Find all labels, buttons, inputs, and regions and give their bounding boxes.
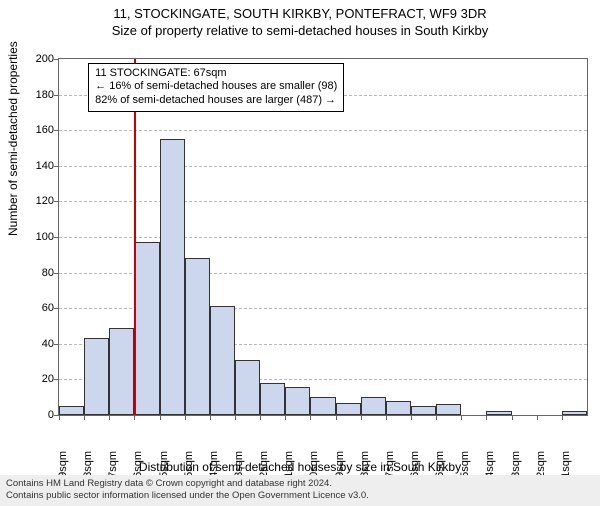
histogram-bar [411, 406, 436, 415]
histogram-bar [562, 411, 587, 415]
ytick-mark [54, 237, 59, 238]
annotation-line-3: 82% of semi-detached houses are larger (… [95, 94, 337, 108]
xtick-mark [160, 415, 161, 420]
xtick-mark [336, 415, 337, 420]
xtick-mark [310, 415, 311, 420]
xtick-mark [537, 415, 538, 420]
ytick-mark [54, 308, 59, 309]
title-subtitle: Size of property relative to semi-detach… [0, 23, 600, 38]
xtick-mark [436, 415, 437, 420]
histogram-bar [134, 242, 159, 415]
xtick-mark [386, 415, 387, 420]
histogram-bar [109, 328, 134, 415]
histogram-bar [84, 338, 109, 415]
xtick-mark [235, 415, 236, 420]
xtick-mark [285, 415, 286, 420]
xtick-mark [486, 415, 487, 420]
xtick-mark [361, 415, 362, 420]
ytick-label: 200 [14, 53, 54, 65]
ytick-label: 20 [14, 373, 54, 385]
reference-line [134, 59, 136, 415]
gridline [59, 201, 587, 202]
histogram-bar [185, 258, 210, 415]
ytick-label: 160 [14, 124, 54, 136]
histogram-bar [310, 397, 335, 415]
xtick-mark [411, 415, 412, 420]
ytick-label: 140 [14, 160, 54, 172]
x-axis-label: Distribution of semi-detached houses by … [0, 460, 600, 474]
histogram-bar [235, 360, 260, 415]
footer-line-1: Contains HM Land Registry data © Crown c… [6, 478, 594, 490]
histogram-bar [361, 397, 386, 415]
histogram-bar [59, 406, 84, 415]
xtick-mark [109, 415, 110, 420]
histogram-bar [260, 383, 285, 415]
ytick-mark [54, 130, 59, 131]
annotation-line-2: ← 16% of semi-detached houses are smalle… [95, 80, 337, 94]
gridline [59, 166, 587, 167]
ytick-mark [54, 201, 59, 202]
histogram-bar [436, 404, 461, 415]
xtick-mark [260, 415, 261, 420]
xtick-mark [512, 415, 513, 420]
ytick-mark [54, 379, 59, 380]
ytick-label: 80 [14, 267, 54, 279]
xtick-mark [210, 415, 211, 420]
ytick-label: 60 [14, 302, 54, 314]
xtick-mark [461, 415, 462, 420]
attribution-footer: Contains HM Land Registry data © Crown c… [0, 475, 600, 506]
gridline [59, 130, 587, 131]
title-address: 11, STOCKINGATE, SOUTH KIRKBY, PONTEFRAC… [0, 6, 600, 21]
ytick-label: 40 [14, 338, 54, 350]
footer-line-2: Contains public sector information licen… [6, 490, 594, 502]
histogram-plot-area: 11 STOCKINGATE: 67sqm ← 16% of semi-deta… [58, 58, 588, 416]
ytick-label: 120 [14, 195, 54, 207]
xtick-mark [185, 415, 186, 420]
xtick-mark [59, 415, 60, 420]
ytick-label: 0 [14, 409, 54, 421]
ytick-mark [54, 344, 59, 345]
ytick-mark [54, 95, 59, 96]
histogram-bar [386, 401, 411, 415]
histogram-bar [336, 403, 361, 415]
xtick-mark [562, 415, 563, 420]
histogram-bar [210, 306, 235, 415]
ytick-mark [54, 273, 59, 274]
reference-annotation-box: 11 STOCKINGATE: 67sqm ← 16% of semi-deta… [88, 63, 344, 112]
ytick-label: 180 [14, 89, 54, 101]
ytick-mark [54, 59, 59, 60]
annotation-line-1: 11 STOCKINGATE: 67sqm [95, 67, 337, 81]
xtick-mark [84, 415, 85, 420]
histogram-bar [285, 387, 310, 415]
ytick-mark [54, 166, 59, 167]
gridline [59, 237, 587, 238]
ytick-label: 100 [14, 231, 54, 243]
xtick-mark [134, 415, 135, 420]
histogram-bar [486, 411, 511, 415]
histogram-bar [160, 139, 185, 415]
